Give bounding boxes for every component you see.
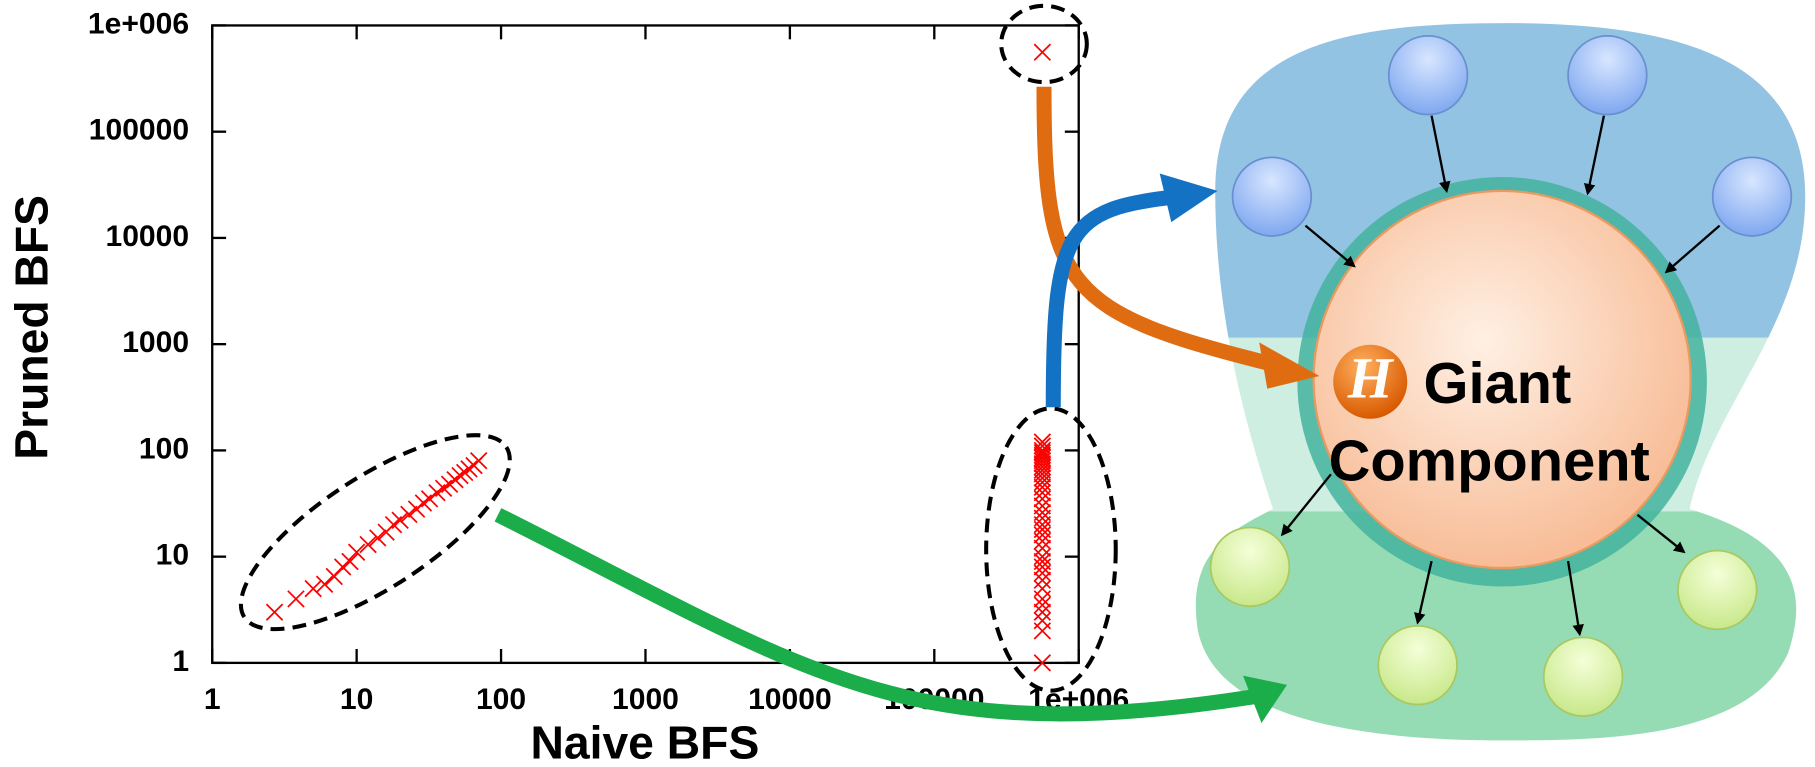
x-tick-label: 1000	[612, 683, 679, 716]
point	[266, 604, 282, 620]
y-tick-label: 1e+006	[88, 7, 189, 40]
point	[1034, 613, 1050, 629]
flow-arrows	[498, 87, 1273, 714]
hub-label: Component	[1329, 429, 1650, 493]
y-tick-label: 10	[156, 539, 189, 572]
y-tick-label: 1000	[122, 326, 189, 359]
point	[288, 591, 304, 607]
point	[401, 506, 417, 522]
x-tick-label: 10	[340, 683, 373, 716]
y-tick-label: 1	[172, 645, 189, 678]
figure: H Giant Component Naive BFS Pruned BFS 1…	[0, 0, 1815, 767]
point	[392, 512, 408, 528]
point	[360, 536, 376, 552]
point	[335, 559, 351, 575]
point	[342, 553, 358, 569]
point	[305, 581, 321, 597]
hub-label: Giant	[1423, 352, 1571, 416]
y-tick-label: 100	[139, 432, 189, 465]
y-tick-label: 10000	[105, 220, 189, 253]
cluster-outlines	[214, 6, 1116, 691]
x-tick-label: 1	[204, 683, 221, 716]
point	[1034, 434, 1050, 450]
y-tick-label: 100000	[89, 114, 189, 147]
x-tick-label: 10000	[748, 683, 832, 716]
point	[461, 461, 477, 477]
hub-icon-letter: H	[1347, 345, 1395, 410]
point	[435, 480, 451, 496]
point	[370, 530, 386, 546]
point	[452, 467, 468, 483]
point	[1034, 44, 1050, 60]
point	[471, 453, 487, 469]
point	[1034, 540, 1050, 556]
x-axis-label: Naive BFS	[530, 716, 759, 767]
point	[1034, 572, 1050, 588]
y-axis-label: Pruned BFS	[5, 195, 57, 460]
arrowhead	[1160, 174, 1218, 223]
point	[1034, 604, 1050, 620]
x-tick-label: 100	[476, 683, 526, 716]
plot: 1 10 100 1000 10000 100000 1e+006 1 10 100 1000 100…	[88, 7, 1129, 716]
point	[1034, 581, 1050, 597]
point	[317, 576, 333, 592]
point	[349, 544, 365, 560]
